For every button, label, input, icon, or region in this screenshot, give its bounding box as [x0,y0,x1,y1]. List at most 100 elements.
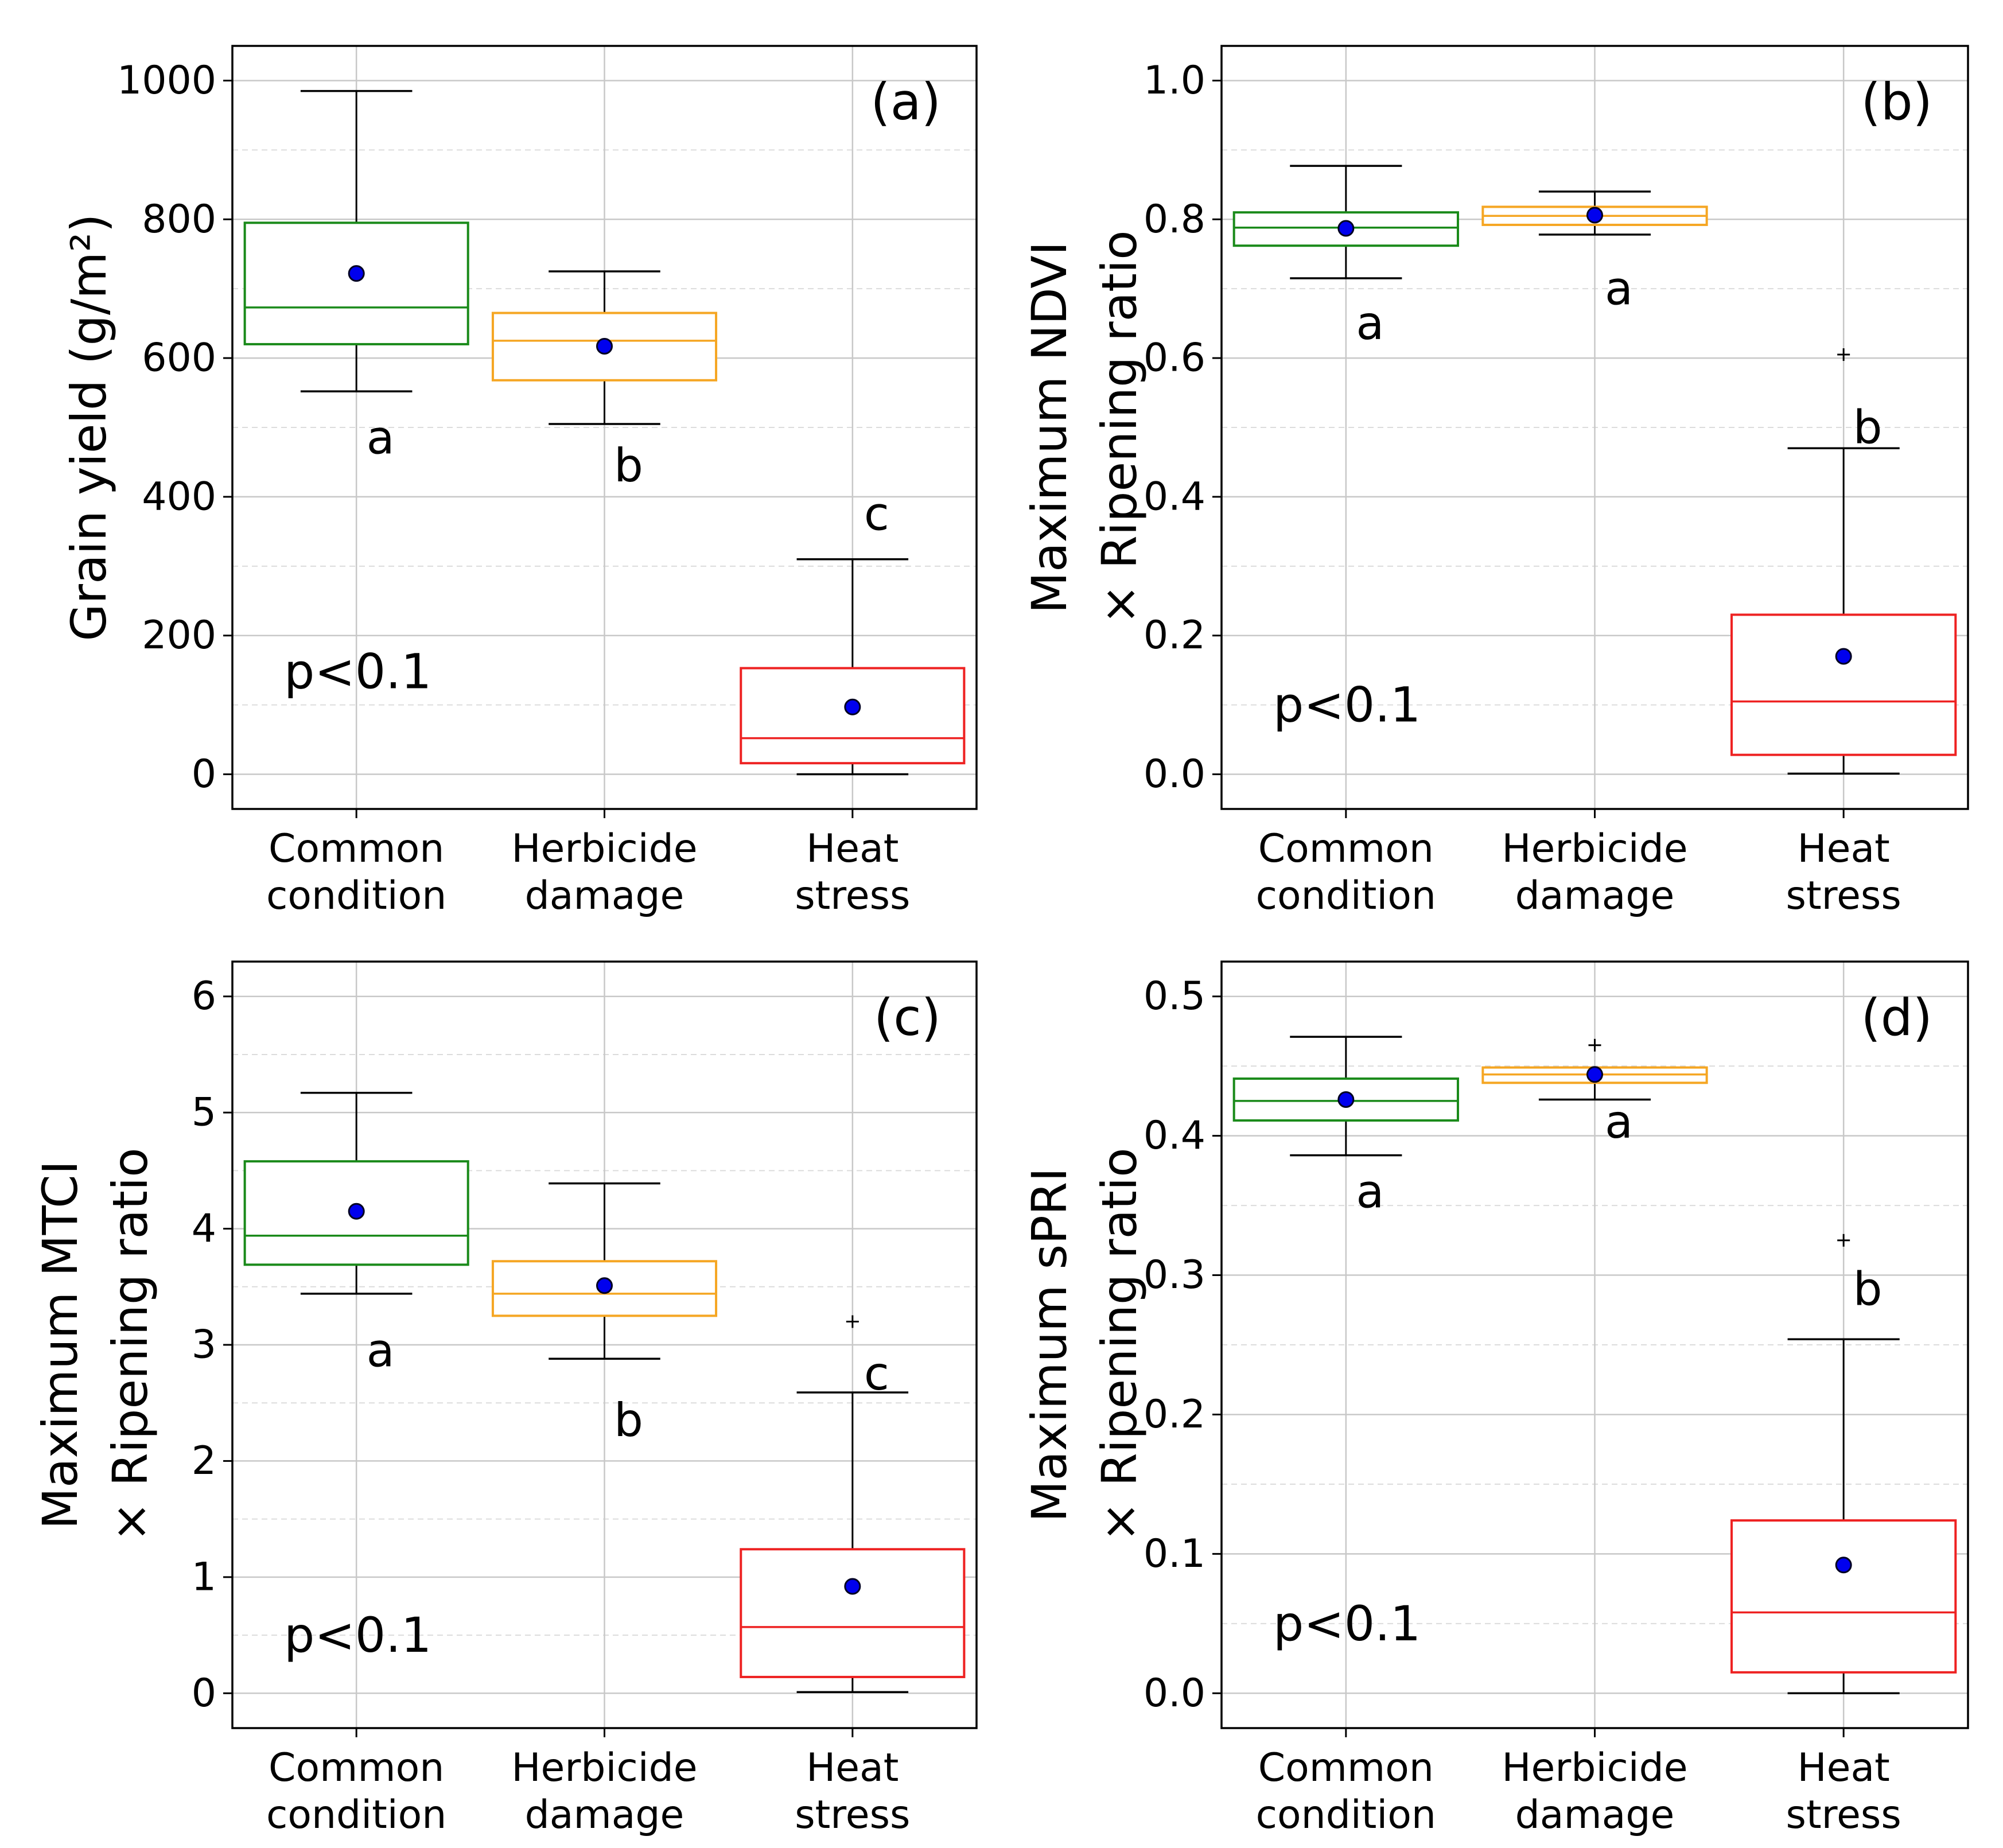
mean-marker [1337,1091,1355,1108]
y-tick-label: 0.8 [1144,197,1205,242]
box-2 [491,1182,718,1360]
mean-marker [348,265,365,282]
x-tick-label: Common [269,826,444,872]
axes-frame [1220,45,1969,810]
mean-marker [596,338,613,355]
x-tick-label: Common [1258,1745,1434,1791]
p-value-label: p<0.1 [1273,677,1421,733]
significance-letter: b [614,439,643,492]
significance-letter: a [1356,297,1384,350]
significance-letter: c [864,488,889,541]
mean-marker [1337,220,1355,237]
y-axis-label: × Ripening ratio [1091,1147,1148,1542]
x-tick-label: Heat [1798,1745,1890,1791]
x-tick-label: stress [795,873,910,919]
mean-marker [844,698,861,715]
significance-letter: b [614,1394,643,1447]
y-tick-label: 2 [192,1438,216,1484]
y-tick-label: 0.3 [1144,1252,1205,1298]
y-tick-label: 4 [192,1206,216,1251]
box-2 [1481,190,1708,236]
y-tick-label: 6 [192,974,216,1019]
box-body [1730,1519,1957,1674]
axes-frame [231,960,978,1729]
box-body [491,312,718,382]
x-tick-label: condition [266,1792,446,1838]
y-tick-label: 0.2 [1144,1392,1205,1437]
significance-letter: b [1853,401,1883,454]
y-axis-label: × Ripening ratio [102,1147,158,1542]
box-3 [1730,348,1957,775]
box-3 [740,558,966,776]
y-tick-label: 600 [142,336,216,381]
box-2 [491,270,718,425]
box-2 [1481,1038,1708,1101]
x-tick-label: stress [1786,1792,1901,1838]
box-3 [740,1315,966,1693]
mean-marker [1586,1066,1603,1083]
x-tick-label: condition [1256,873,1436,919]
y-tick-label: 0.4 [1144,474,1205,519]
mean-marker [1835,648,1852,665]
y-tick-label: 0 [192,1671,216,1716]
y-axis-label: Maximum sPRI [1021,1168,1078,1522]
outlier-marker [1837,1234,1850,1247]
mean-marker [1586,207,1603,224]
x-tick-label: condition [1256,1792,1436,1838]
outlier-marker [846,1315,859,1328]
panel-label: (c) [874,988,941,1047]
box-3 [1730,1234,1957,1695]
significance-letter: a [1605,1095,1633,1149]
x-tick-label: Herbicide [511,1745,697,1791]
x-tick-label: damage [1515,1792,1675,1838]
panel-label: (b) [1861,72,1932,131]
mean-marker [348,1203,365,1220]
y-tick-label: 1000 [117,58,216,103]
y-tick-label: 0.0 [1144,1671,1205,1716]
y-tick-label: 0.1 [1144,1531,1205,1577]
box-body [243,221,469,345]
axes-frame [1220,960,1969,1729]
x-tick-label: Heat [1798,826,1890,872]
significance-letter: a [1356,1165,1384,1218]
box-body [1730,613,1957,756]
p-value-label: p<0.1 [284,1607,431,1663]
y-axis-label: Maximum MTCI [32,1161,88,1530]
x-tick-label: Heat [806,1745,899,1791]
panel-label: (d) [1861,988,1932,1047]
box-1 [243,1091,469,1295]
y-tick-label: 0.0 [1144,752,1205,797]
y-tick-label: 0.4 [1144,1113,1205,1158]
panel-label: (a) [870,72,941,131]
significance-letter: a [1605,262,1633,316]
mean-marker [844,1578,861,1595]
y-axis-label: Grain yield (g/m²) [61,213,117,641]
significance-letter: a [367,411,395,465]
box-1 [243,90,469,392]
x-tick-label: Herbicide [511,826,697,872]
y-tick-label: 0.2 [1144,613,1205,658]
axes-frame [231,45,978,810]
significance-letter: b [1853,1262,1883,1316]
y-tick-label: 1 [192,1554,216,1600]
significance-letter: c [864,1347,889,1400]
x-tick-label: Heat [806,826,899,872]
y-tick-label: 200 [142,613,216,658]
y-tick-label: 0.6 [1144,336,1205,381]
x-tick-label: damage [525,873,684,919]
x-tick-label: condition [266,873,446,919]
box-body [740,1548,966,1678]
x-tick-label: Common [269,1745,444,1791]
y-tick-label: 0.5 [1144,974,1205,1019]
x-tick-label: damage [1515,873,1675,919]
p-value-label: p<0.1 [1273,1596,1421,1652]
x-tick-label: stress [795,1792,910,1838]
y-tick-label: 3 [192,1322,216,1368]
y-tick-label: 1.0 [1144,58,1205,103]
x-tick-label: Herbicide [1502,1745,1687,1791]
y-tick-label: 5 [192,1090,216,1135]
